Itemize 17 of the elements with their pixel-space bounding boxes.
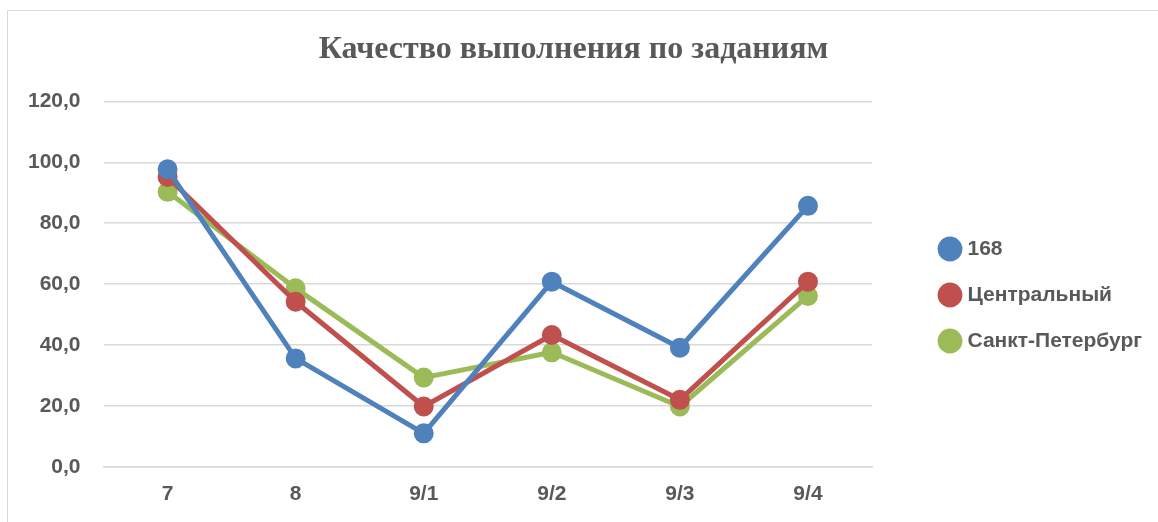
x-tick-label: 9/4	[793, 481, 823, 505]
y-tick-label: 60,0	[39, 270, 81, 294]
x-tick-label: 8	[289, 481, 302, 505]
y-tick-label: 20,0	[39, 392, 81, 416]
chart-title: Качество выполнения по заданиям	[318, 29, 829, 66]
y-tick-label: 80,0	[39, 210, 81, 233]
y-tick-label: 40,0	[39, 331, 81, 355]
x-tick-label: 9/2	[537, 481, 567, 505]
y-tick-label: 120,0	[27, 88, 81, 112]
legend-label: Санкт-Петербург	[967, 327, 1143, 351]
legend-label: Центральный	[967, 281, 1113, 305]
y-tick-label: 0,0	[51, 453, 81, 477]
x-tick-label: 7	[161, 481, 174, 505]
x-tick-label: 9/1	[409, 481, 439, 505]
x-tick-label: 9/3	[665, 481, 695, 505]
y-tick-label: 100,0	[27, 149, 81, 173]
legend-label: 168	[967, 235, 1003, 259]
